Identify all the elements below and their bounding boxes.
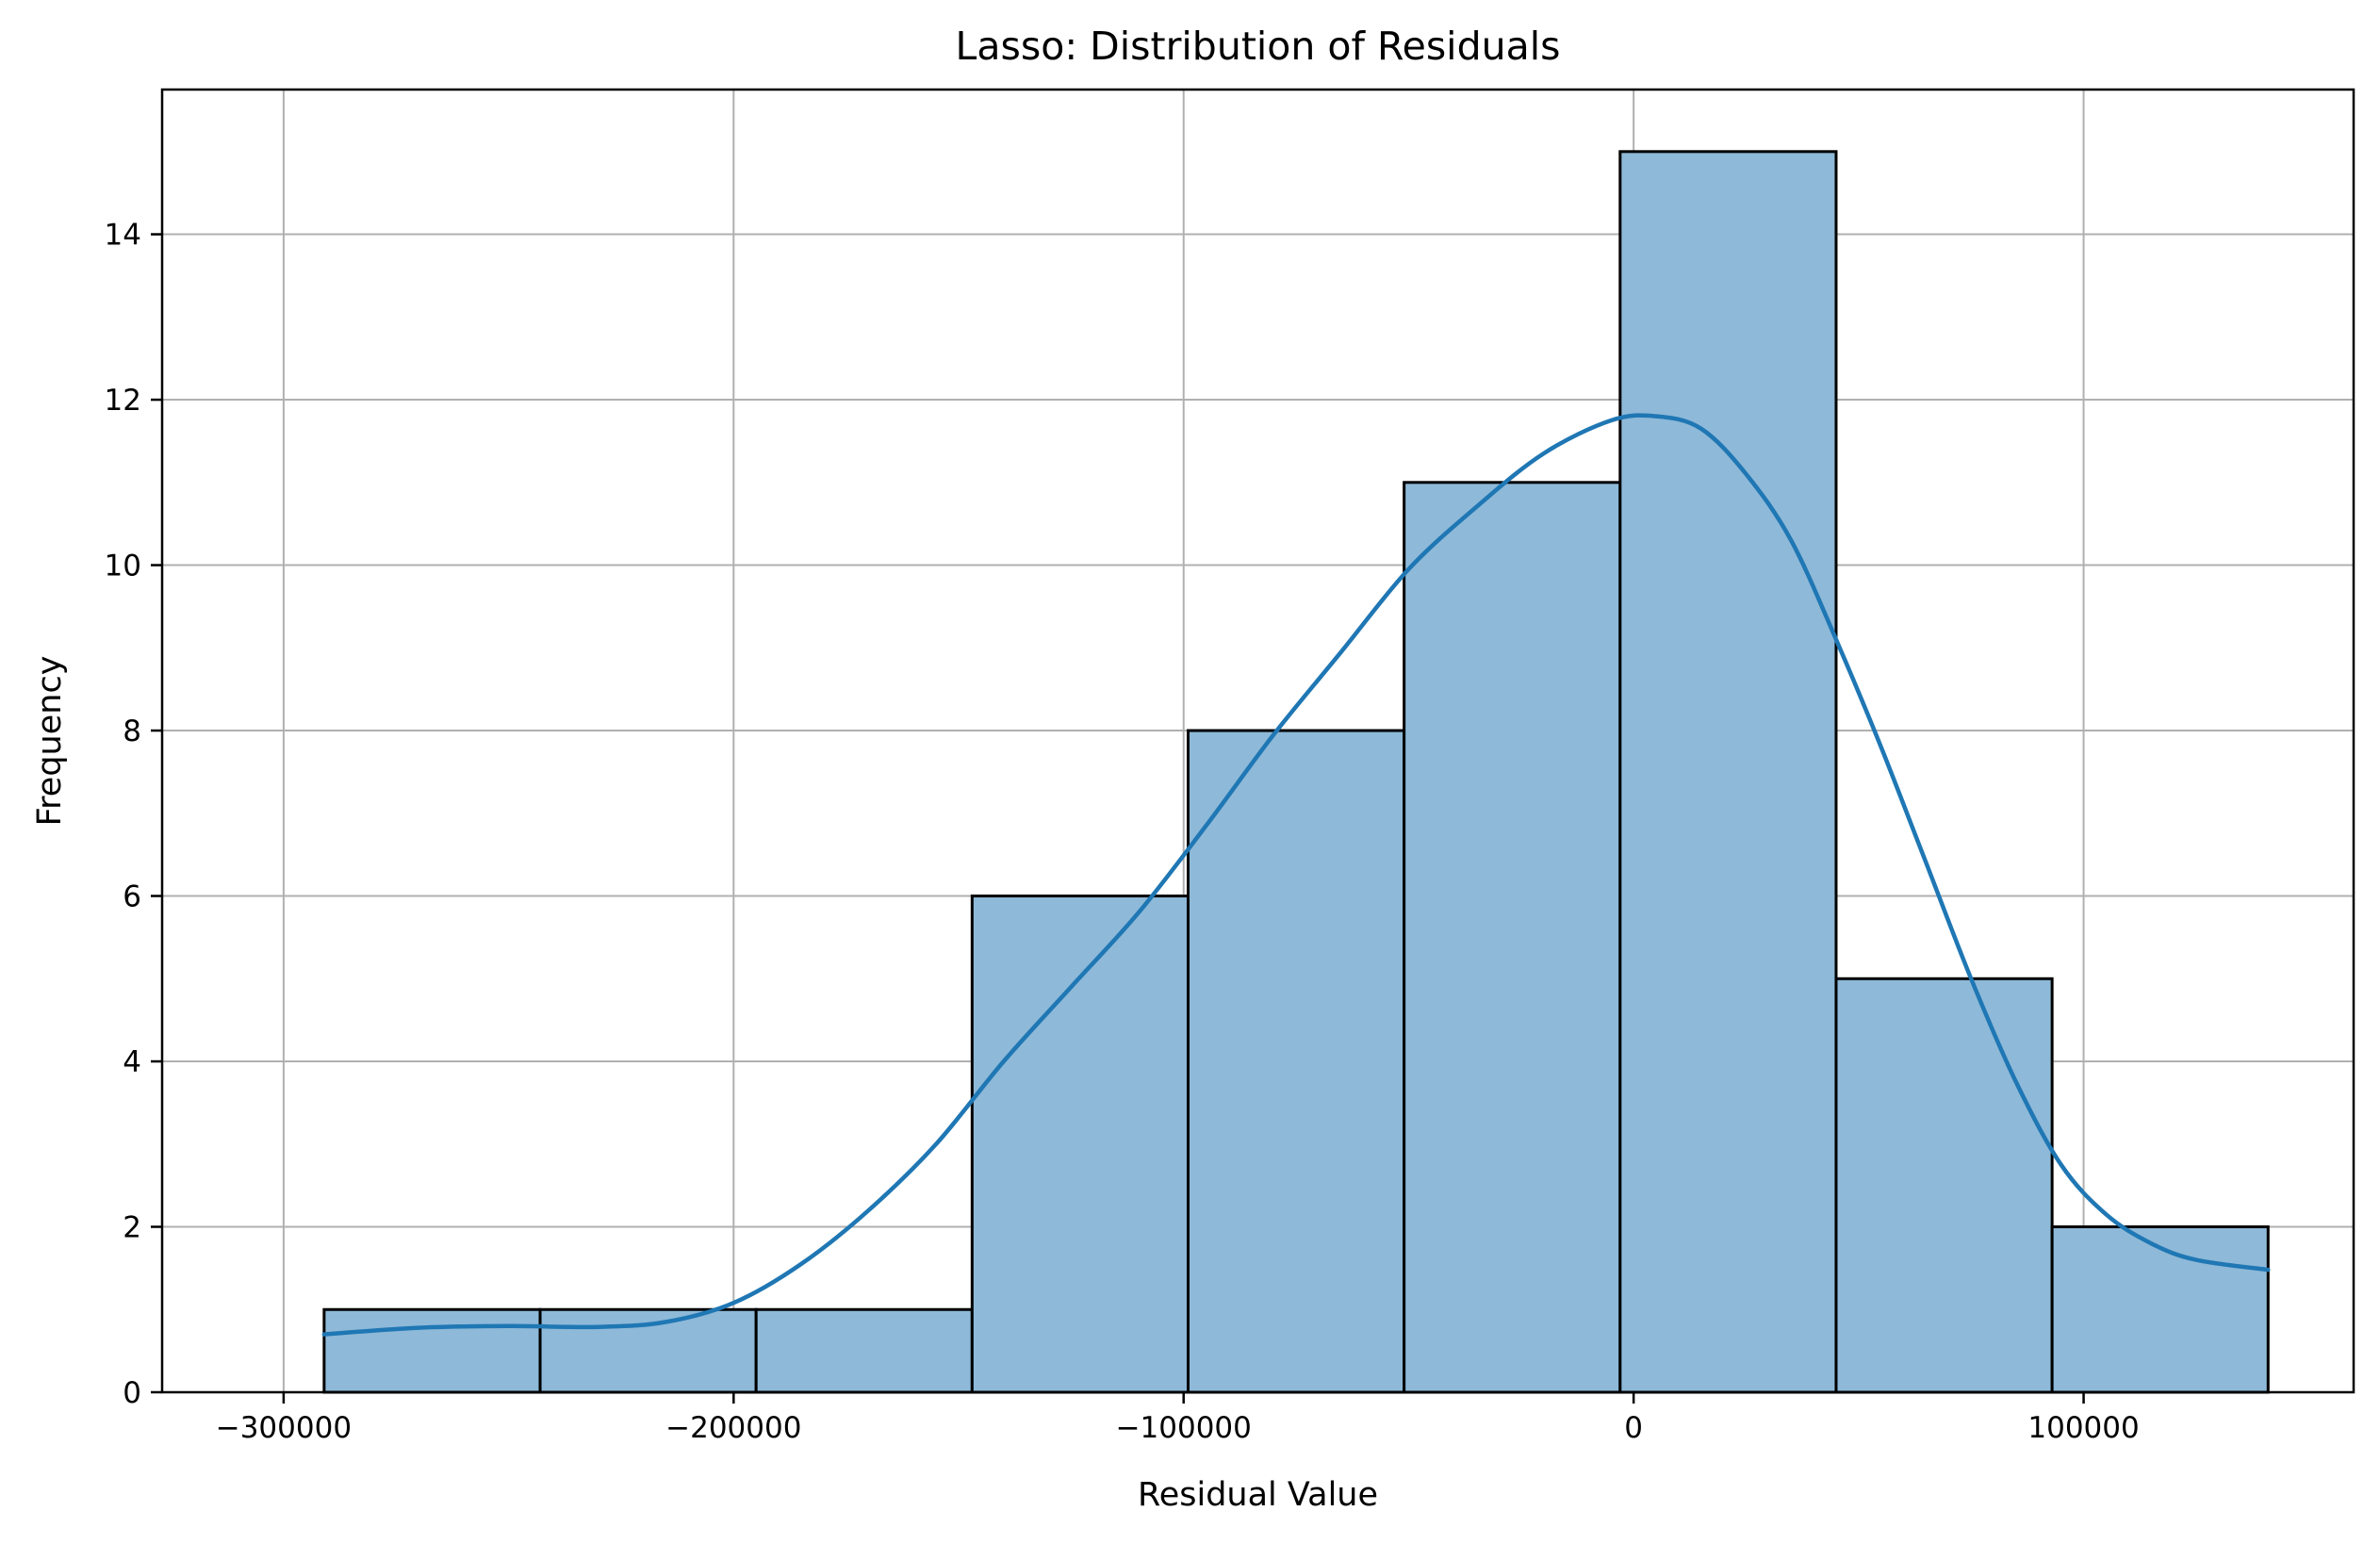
- histogram-bar: [1834, 977, 2054, 1394]
- y-tick-label: 6: [123, 880, 141, 914]
- y-tick-label: 8: [123, 715, 141, 748]
- x-axis-title: Residual Value: [1138, 1476, 1378, 1514]
- y-tick-label: 2: [123, 1211, 141, 1245]
- histogram-bar: [1187, 729, 1406, 1394]
- y-tick-label: 12: [105, 384, 141, 418]
- histogram-bar: [754, 1307, 974, 1394]
- y-axis-ticks: 0 2 4 6 8 10 12 14: [105, 219, 162, 1410]
- histogram-bar: [1618, 150, 1838, 1394]
- kde-curve: [321, 413, 2271, 1337]
- x-axis-ticks: −300000 −200000 −100000 0 100000: [216, 1392, 2140, 1445]
- histogram-bar: [1403, 481, 1622, 1394]
- y-tick-label: 10: [105, 550, 141, 583]
- x-tick-label: −300000: [216, 1411, 352, 1445]
- histogram-bars: [322, 150, 2270, 1394]
- x-tick-label: 0: [1624, 1411, 1643, 1445]
- chart-title: Lasso: Distribution of Residuals: [956, 24, 1561, 69]
- histogram-bar: [2050, 1225, 2270, 1394]
- histogram-bar: [322, 1307, 542, 1394]
- histogram-bar: [538, 1307, 758, 1394]
- y-tick-label: 14: [105, 219, 141, 253]
- y-tick-label: 0: [123, 1376, 141, 1410]
- plot-frame: [160, 88, 2355, 1394]
- y-axis-title: Frequency: [31, 656, 69, 827]
- x-tick-label: 100000: [2027, 1411, 2139, 1445]
- x-tick-label: −200000: [665, 1411, 801, 1445]
- histogram-bar: [970, 895, 1190, 1394]
- x-tick-label: −100000: [1116, 1411, 1252, 1445]
- y-tick-label: 4: [123, 1045, 141, 1079]
